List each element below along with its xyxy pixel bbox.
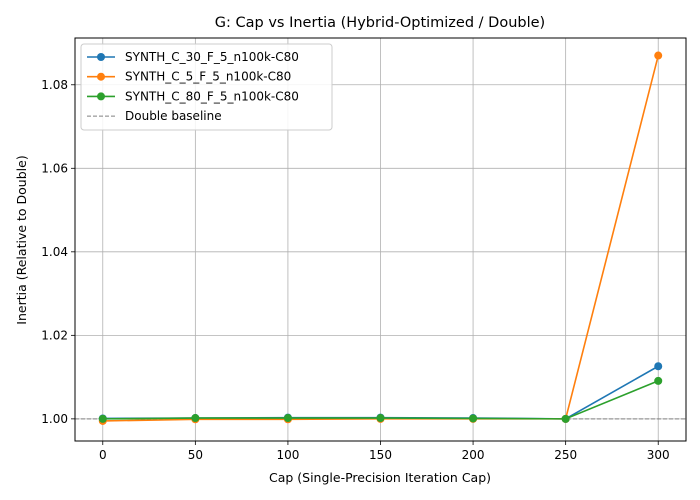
data-point [654,362,663,371]
y-tick-label: 1.06 [41,161,68,175]
chart-title: G: Cap vs Inertia (Hybrid-Optimized / Do… [215,15,545,31]
x-tick-label: 300 [647,448,670,462]
legend: SYNTH_C_30_F_5_n100k-C80 SYNTH_C_5_F_5_n1… [80,43,333,131]
data-point [654,376,663,385]
data-point [654,51,663,60]
y-tick-label: 1.08 [41,78,68,92]
y-axis: 1.00 1.02 1.04 1.06 1.08 [41,78,75,426]
data-point [376,414,385,423]
x-tick-label: 250 [554,448,577,462]
legend-box [80,43,333,131]
x-tick-label: 200 [462,448,485,462]
legend-swatch-marker [97,53,105,61]
legend-swatch-marker [97,92,105,101]
y-tick-label: 1.00 [41,412,68,426]
data-point [469,414,478,423]
x-axis: 0 50 100 150 200 250 300 [99,441,670,462]
legend-label: SYNTH_C_30_F_5_n100k-C80 [125,50,299,64]
series-3 [98,376,663,423]
x-tick-label: 150 [369,448,392,462]
y-axis-label: Inertia (Relative to Double) [14,155,29,324]
data-point [561,414,570,423]
legend-swatch-marker [97,72,105,81]
x-tick-label: 50 [188,448,203,462]
series-layer [98,51,663,425]
data-point [283,414,292,423]
data-point [98,414,107,423]
x-tick-label: 0 [99,448,107,462]
x-tick-label: 100 [276,448,299,462]
legend-label: SYNTH_C_80_F_5_n100k-C80 [125,89,299,103]
y-tick-label: 1.02 [41,328,68,342]
x-axis-label: Cap (Single-Precision Iteration Cap) [269,470,491,485]
y-tick-label: 1.04 [41,245,68,259]
data-point [191,414,200,423]
legend-label: SYNTH_C_5_F_5_n100k-C80 [125,70,291,84]
legend-label: Double baseline [125,109,222,123]
